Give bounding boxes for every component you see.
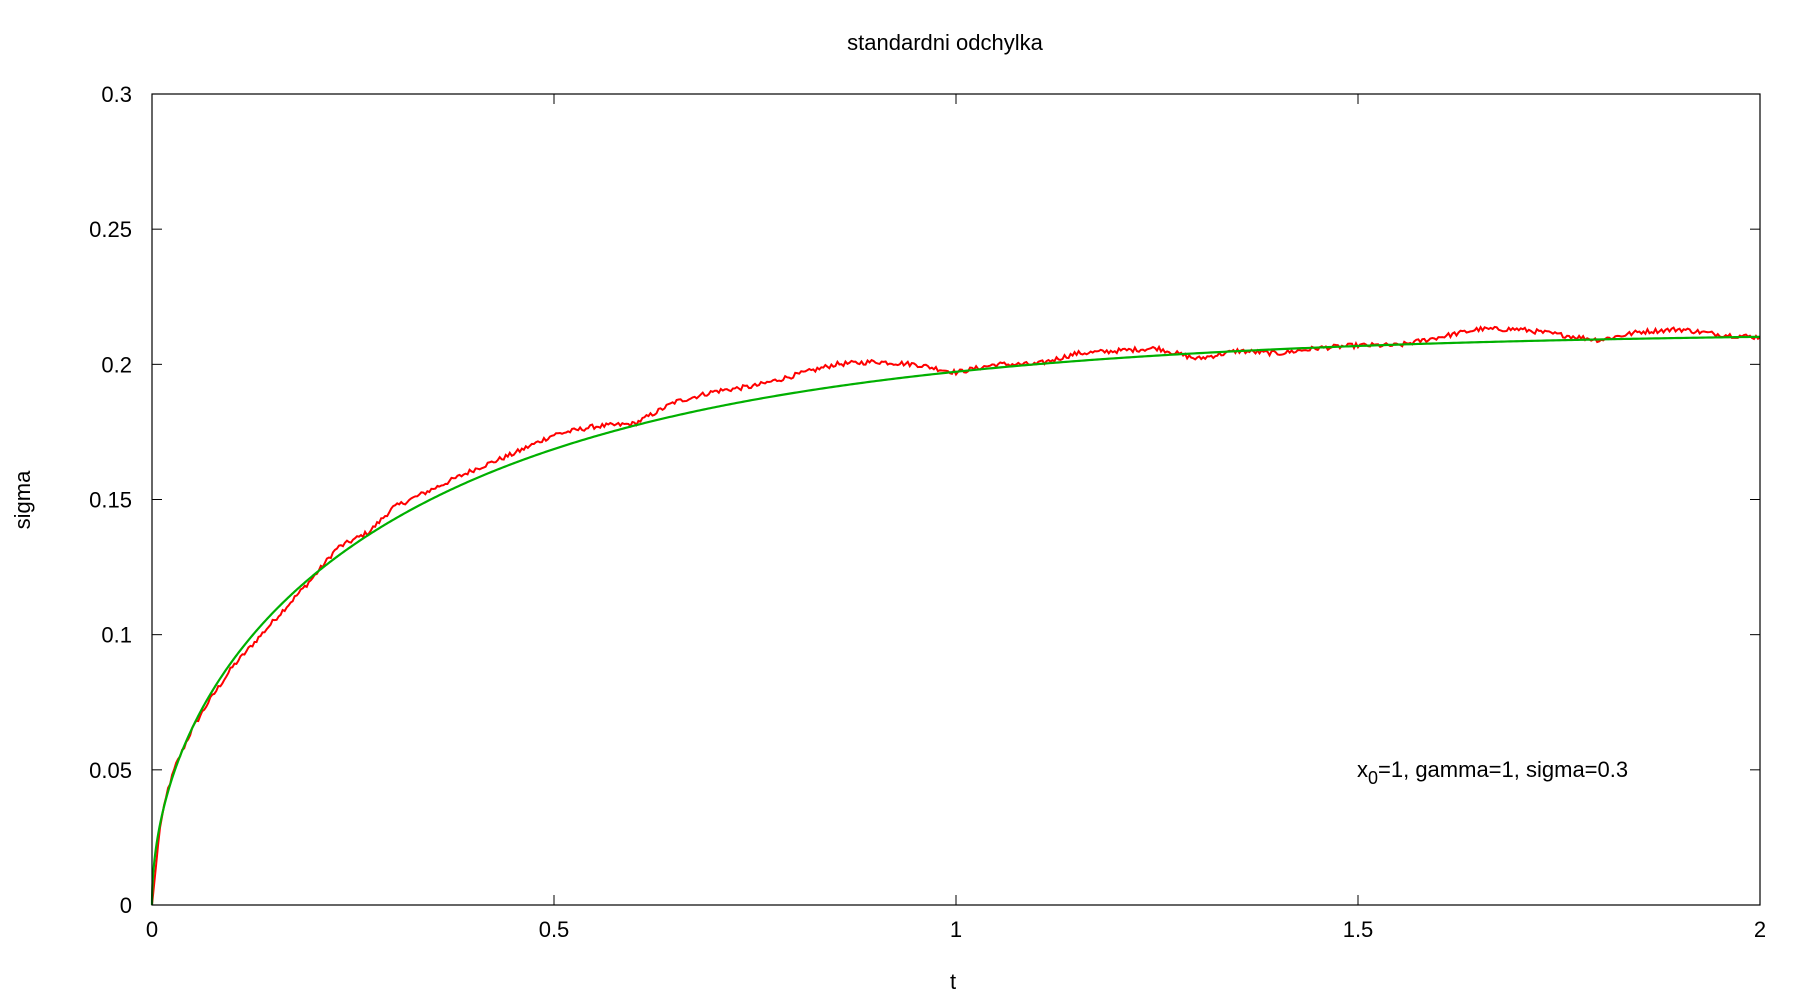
x-tick-label: 0 [146, 917, 158, 942]
y-tick-label: 0.05 [89, 758, 132, 783]
series-theoretical-line [152, 337, 1760, 905]
x-tick-label: 1 [950, 917, 962, 942]
chart-title: standardni odchylka [847, 30, 1043, 55]
x-axis-label: t [950, 969, 956, 994]
y-tick-label: 0.15 [89, 488, 132, 513]
y-tick-label: 0.1 [101, 623, 132, 648]
y-tick-label: 0 [120, 893, 132, 918]
y-tick-label: 0.25 [89, 217, 132, 242]
annotation-rest: =1, gamma=1, sigma=0.3 [1378, 757, 1628, 782]
x-tick-label: 1.5 [1343, 917, 1374, 942]
x-tick-label: 0.5 [539, 917, 570, 942]
series-layer [152, 327, 1760, 905]
y-tick-label: 0.3 [101, 82, 132, 107]
y-axis-label: sigma [10, 470, 35, 529]
y-axis-ticks: 0 0.05 0.1 0.15 0.2 0.25 0.3 [89, 82, 1760, 918]
plot-area [152, 94, 1760, 905]
plot-frame [152, 94, 1760, 905]
annotation-subscript: 0 [1368, 768, 1378, 788]
parameter-annotation: x0=1, gamma=1, sigma=0.3 [1357, 757, 1628, 788]
x-axis-ticks: 0 0.5 1 1.5 2 [146, 94, 1766, 942]
series-simulated-line [152, 327, 1760, 905]
annotation-base: x [1357, 757, 1368, 782]
y-tick-label: 0.2 [101, 352, 132, 377]
x-tick-label: 2 [1754, 917, 1766, 942]
